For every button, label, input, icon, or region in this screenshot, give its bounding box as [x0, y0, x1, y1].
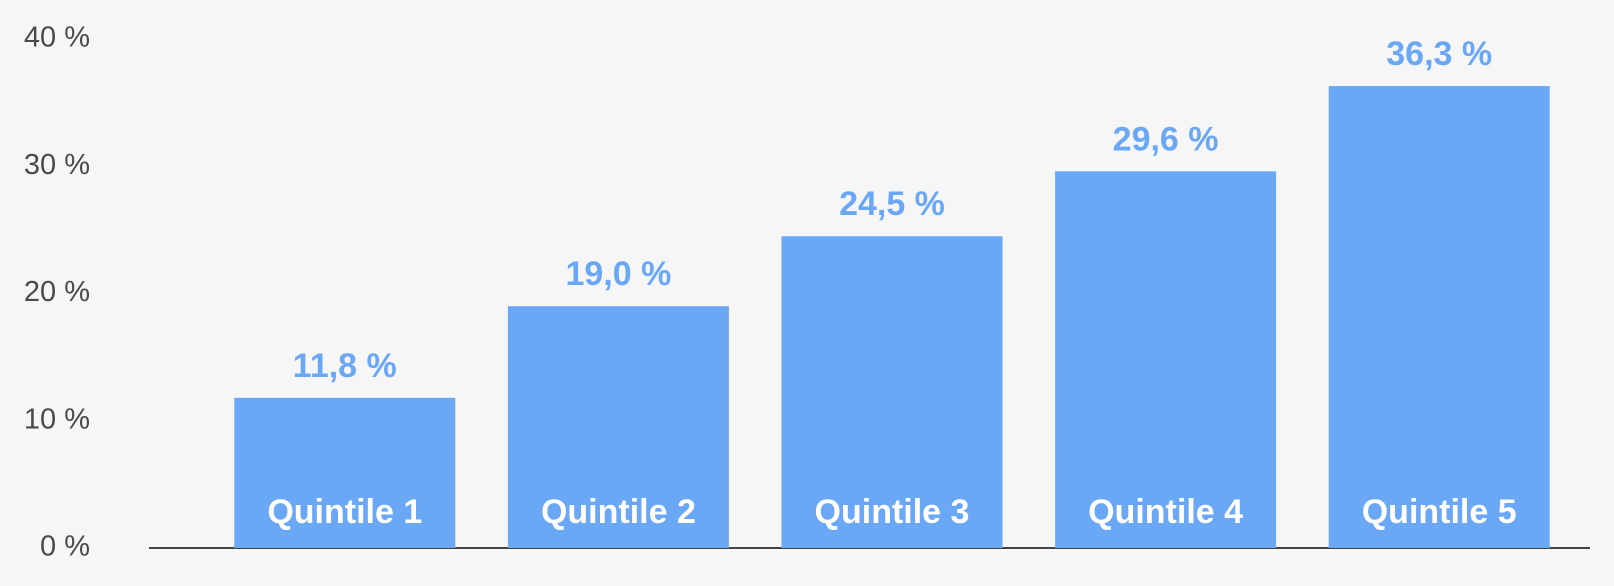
y-tick-label: 30 %	[24, 149, 90, 181]
value-label: 29,6 %	[1113, 120, 1219, 158]
x-tick-label: Quintile 2	[541, 493, 696, 531]
y-tick-label: 40 %	[24, 22, 90, 54]
bar	[507, 306, 729, 548]
bar	[1055, 171, 1277, 548]
y-tick-label: 10 %	[24, 403, 90, 435]
value-label: 36,3 %	[1386, 35, 1492, 73]
x-tick-label: Quintile 3	[815, 493, 970, 531]
value-label: 11,8 %	[293, 347, 397, 385]
x-tick-label: Quintile 1	[267, 493, 422, 531]
bar	[781, 236, 1003, 549]
x-tick-label: Quintile 5	[1362, 493, 1517, 531]
y-tick-label: 0 %	[40, 531, 90, 563]
x-tick-label: Quintile 4	[1088, 493, 1243, 531]
bar	[1328, 86, 1550, 549]
value-label: 19,0 %	[565, 255, 671, 293]
bar	[234, 397, 456, 548]
value-label: 24,5 %	[839, 185, 945, 223]
y-tick-label: 20 %	[24, 276, 90, 308]
